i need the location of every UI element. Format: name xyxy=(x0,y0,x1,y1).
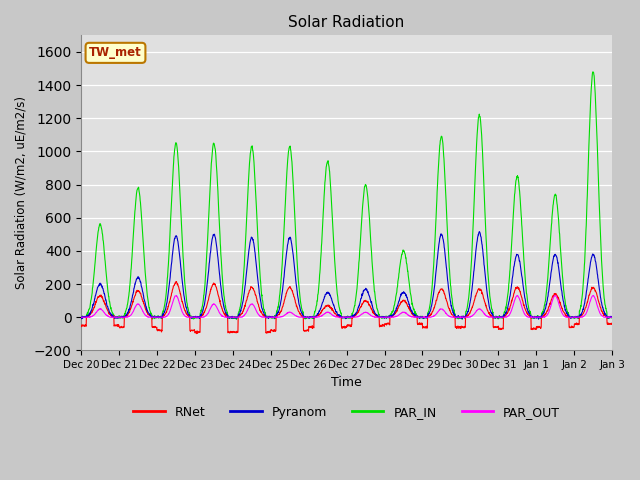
Y-axis label: Solar Radiation (W/m2, uE/m2/s): Solar Radiation (W/m2, uE/m2/s) xyxy=(15,96,28,289)
X-axis label: Time: Time xyxy=(332,376,362,389)
Title: Solar Radiation: Solar Radiation xyxy=(289,15,404,30)
Legend: RNet, Pyranom, PAR_IN, PAR_OUT: RNet, Pyranom, PAR_IN, PAR_OUT xyxy=(129,401,564,424)
Text: TW_met: TW_met xyxy=(89,47,142,60)
